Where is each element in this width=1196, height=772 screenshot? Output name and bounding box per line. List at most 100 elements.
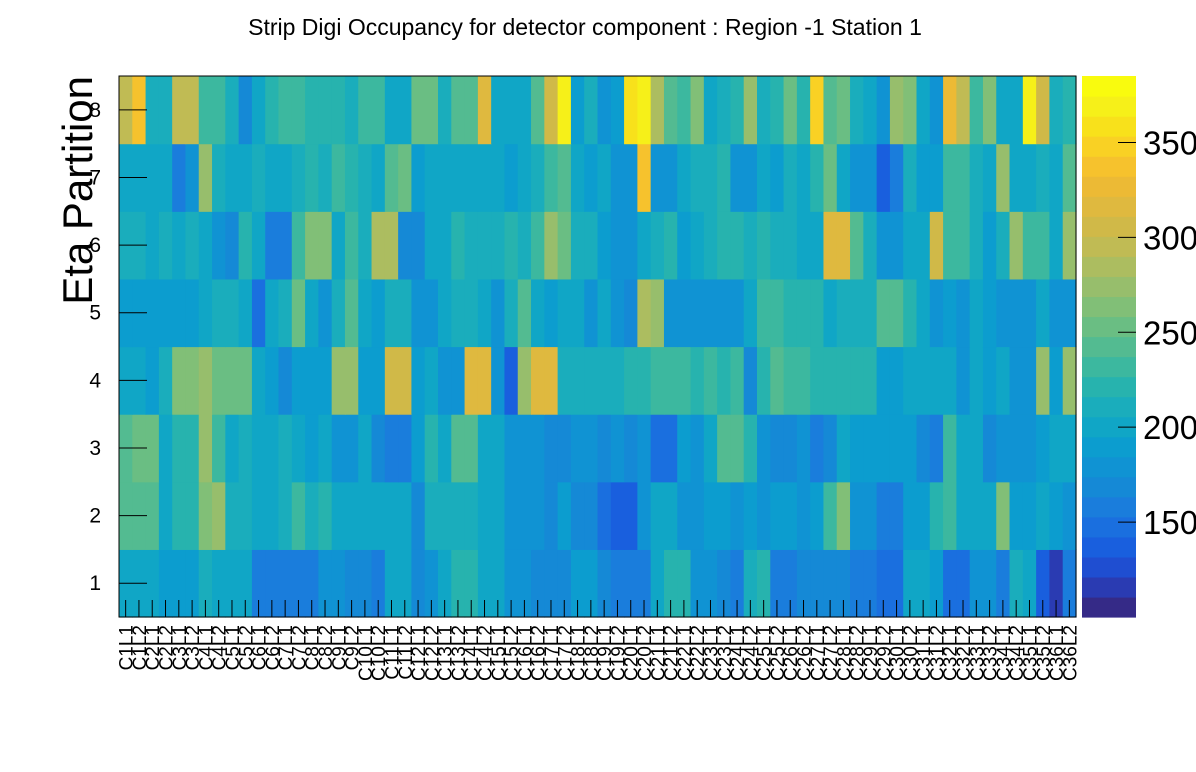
heatmap-cell xyxy=(477,278,492,348)
heatmap-cell xyxy=(291,211,306,280)
heatmap-cell xyxy=(624,549,638,618)
heatmap-cell xyxy=(996,211,1011,280)
heatmap-cell xyxy=(1062,278,1077,348)
x-tick-label: C4L2 xyxy=(210,625,231,670)
heatmap-cell xyxy=(172,143,187,212)
heatmap-cell xyxy=(1036,76,1051,145)
heatmap-cell xyxy=(796,549,811,618)
heatmap-cell xyxy=(850,549,864,618)
heatmap-cell xyxy=(438,143,452,212)
heatmap-cell xyxy=(690,346,705,415)
heatmap-cell xyxy=(251,76,266,145)
colorbar-swatch xyxy=(1082,236,1136,257)
heatmap-cell xyxy=(810,481,825,550)
heatmap-cell xyxy=(570,143,585,212)
heatmap-cell xyxy=(757,211,771,280)
heatmap-cell xyxy=(969,549,984,618)
heatmap-cell xyxy=(969,143,984,212)
heatmap-cell xyxy=(570,414,585,483)
heatmap-cell xyxy=(305,211,319,280)
heatmap-cell xyxy=(464,549,479,618)
heatmap-cell xyxy=(717,549,732,618)
x-tick-label: C6L1 xyxy=(250,625,271,670)
heatmap-cell xyxy=(504,414,519,483)
heatmap-cell xyxy=(597,346,612,415)
heatmap-cell xyxy=(265,76,280,145)
heatmap-cell xyxy=(610,549,625,618)
heatmap-cell xyxy=(982,76,997,145)
heatmap-cell xyxy=(531,481,545,550)
heatmap-cell xyxy=(544,346,559,415)
colorbar-swatch xyxy=(1082,256,1136,277)
colorbar-swatch xyxy=(1082,556,1136,578)
heatmap-cell xyxy=(344,211,359,280)
heatmap-cell xyxy=(677,549,692,618)
heatmap-cell xyxy=(517,481,532,550)
heatmap-cell xyxy=(145,481,160,550)
heatmap-cell xyxy=(517,346,532,415)
heatmap-cell xyxy=(663,414,678,483)
colorbar-tick-label: 250 xyxy=(1143,314,1196,351)
heatmap-cell xyxy=(531,346,545,415)
heatmap-cell xyxy=(464,76,479,145)
x-tick-label: C36L1 xyxy=(1047,625,1068,681)
heatmap-cell xyxy=(265,481,280,550)
y-tick-label: 4 xyxy=(89,369,101,392)
heatmap-cell xyxy=(982,481,997,550)
heatmap-cell xyxy=(1036,481,1051,550)
heatmap-cell xyxy=(610,481,625,550)
heatmap-cell xyxy=(358,414,373,483)
heatmap-cell xyxy=(517,143,532,212)
heatmap-cell xyxy=(438,76,452,145)
colorbar-swatch xyxy=(1082,456,1136,478)
heatmap-cell xyxy=(464,211,479,280)
x-tick-label: C23L1 xyxy=(701,625,722,681)
heatmap-cell xyxy=(278,549,293,618)
heatmap-cell xyxy=(451,143,466,212)
heatmap-cell xyxy=(145,414,160,483)
heatmap-cell xyxy=(158,278,173,348)
heatmap-cell xyxy=(158,414,173,483)
heatmap-cell xyxy=(557,549,572,618)
heatmap-cell xyxy=(876,549,891,618)
heatmap-cell xyxy=(305,143,319,212)
heatmap-cell xyxy=(770,278,785,348)
heatmap-cell xyxy=(929,414,944,483)
heatmap-cell xyxy=(730,76,745,145)
heatmap-cell xyxy=(650,346,665,415)
heatmap-cell xyxy=(717,414,732,483)
x-tick-label: C1L1 xyxy=(117,625,138,670)
x-tick-label: C35L1 xyxy=(1020,625,1041,681)
heatmap-cell xyxy=(198,481,213,550)
heatmap-cell xyxy=(384,549,399,618)
heatmap-cell xyxy=(398,346,413,415)
heatmap-cell xyxy=(358,76,373,145)
x-tick-label: C19L1 xyxy=(595,625,616,681)
heatmap-cell xyxy=(557,346,572,415)
heatmap-cell xyxy=(504,346,519,415)
heatmap-cell xyxy=(477,346,492,415)
heatmap-cell xyxy=(424,211,439,280)
heatmap-cell xyxy=(464,278,479,348)
heatmap-cell xyxy=(291,481,306,550)
heatmap-cell xyxy=(663,278,678,348)
heatmap-cell xyxy=(929,211,944,280)
heatmap-cell xyxy=(943,549,957,618)
heatmap-cell xyxy=(212,211,226,280)
colorbar-swatch xyxy=(1082,496,1136,518)
heatmap-cell xyxy=(584,76,599,145)
x-tick-label: C20L2 xyxy=(635,625,656,681)
heatmap-cell xyxy=(1049,278,1064,348)
heatmap-cell xyxy=(584,346,599,415)
heatmap-cell xyxy=(584,414,599,483)
heatmap-cell xyxy=(198,211,213,280)
heatmap-cell xyxy=(278,346,293,415)
heatmap-cell xyxy=(969,346,984,415)
heatmap-cell xyxy=(185,76,200,145)
heatmap-cell xyxy=(810,414,825,483)
heatmap-cell xyxy=(198,76,213,145)
heatmap-cell xyxy=(1009,346,1024,415)
heatmap-cell xyxy=(796,76,811,145)
heatmap-cell xyxy=(889,76,904,145)
heatmap-cell xyxy=(544,211,559,280)
